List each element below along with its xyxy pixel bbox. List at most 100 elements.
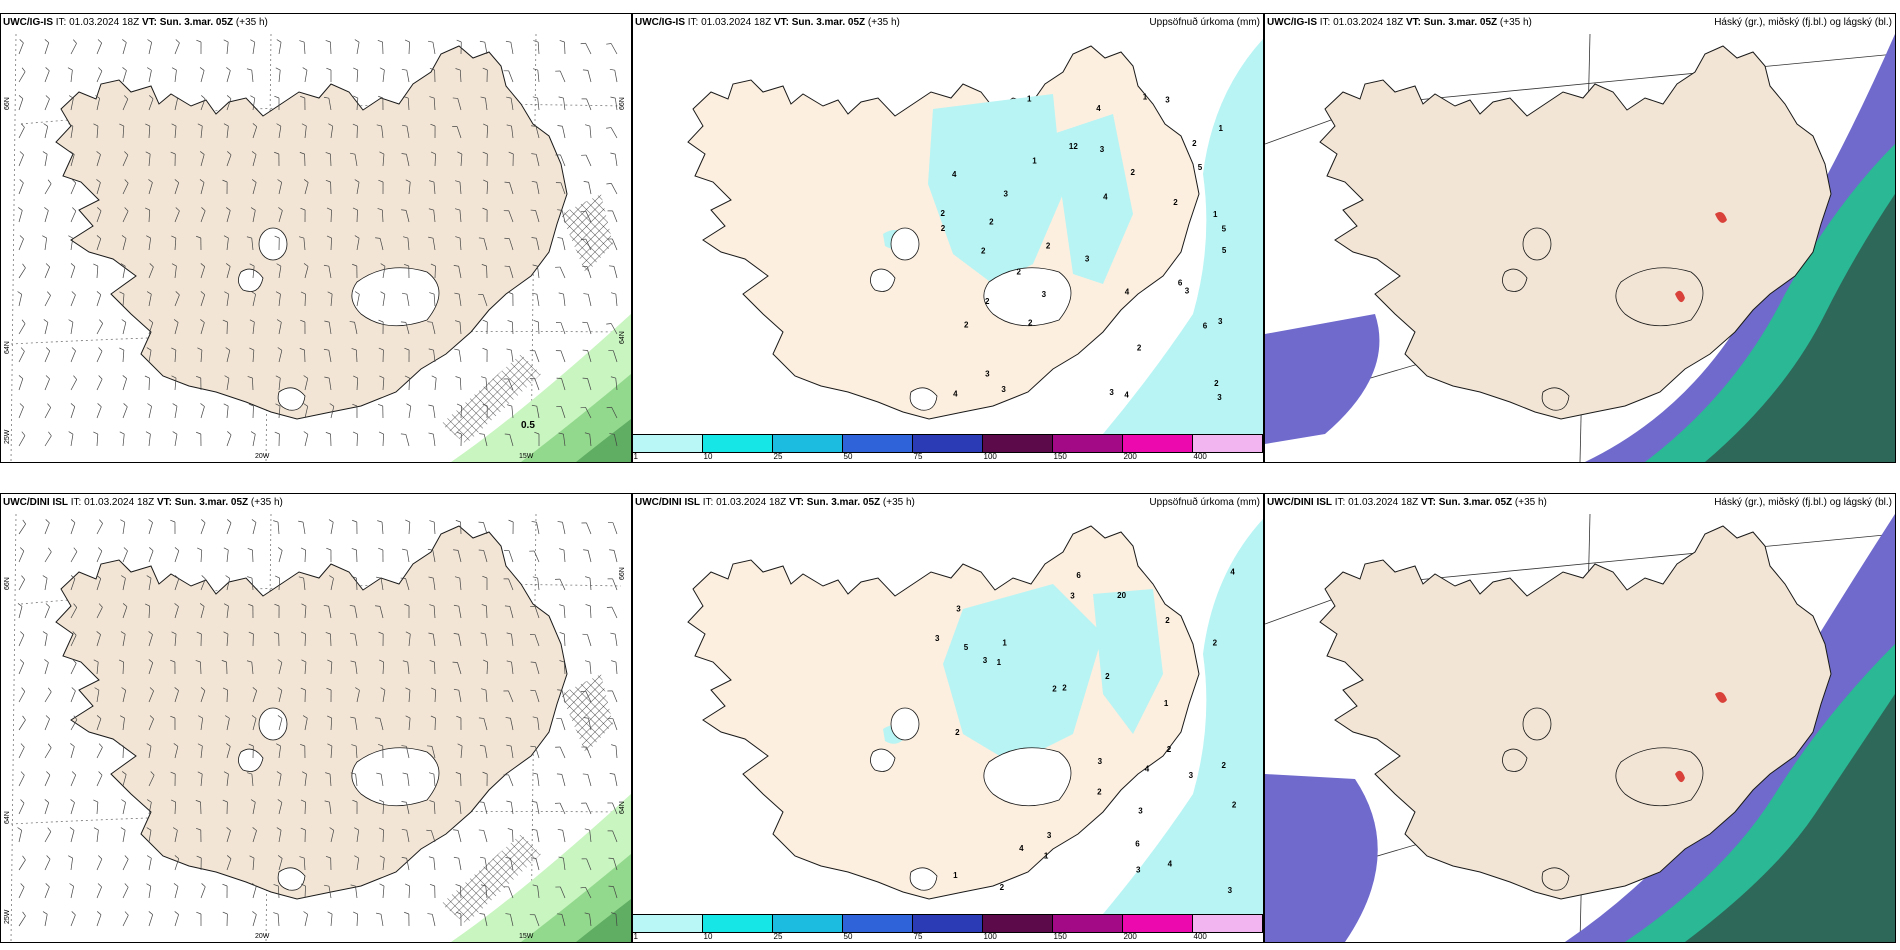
precip-value-label: 4 [1168, 859, 1173, 868]
wind-barb-feather [246, 68, 252, 71]
wind-barb [277, 914, 280, 927]
precip-value-label: 2 [964, 320, 969, 329]
wind-barb [460, 746, 463, 759]
wind-barb-feather [402, 772, 408, 775]
wind-barb [122, 98, 129, 111]
wind-barb-feather [147, 67, 152, 71]
wind-barb [382, 690, 386, 703]
wind-barb [408, 522, 411, 535]
wind-barb [278, 662, 283, 675]
wind-barb [559, 578, 566, 591]
wind-barb-feather [277, 347, 283, 351]
wind-barb [148, 154, 151, 167]
wind-barb-feather [146, 291, 152, 295]
wind-barb-feather [123, 403, 128, 408]
wind-barb [587, 550, 592, 563]
colorbar-swatch [1193, 915, 1263, 932]
wind-barb [174, 550, 180, 563]
wind-barb [562, 238, 566, 251]
precip-value-label: 6 [1076, 571, 1081, 580]
wind-barb [535, 210, 540, 223]
iceland-land [55, 525, 568, 900]
wind-barb [560, 406, 566, 419]
wind-barb-feather [403, 236, 409, 239]
precip-colorbar: 1 10 25 50 75 100 150 200 400 [633, 434, 1263, 462]
wind-barb-feather [377, 743, 383, 747]
wind-barb [251, 662, 254, 675]
wind-barb [585, 211, 592, 223]
glacier-outline [1615, 267, 1704, 327]
wind-barb [485, 886, 488, 899]
wind-barb-feather [350, 660, 356, 663]
wind-barb-feather [453, 604, 459, 607]
red-cloud-spot [1715, 692, 1727, 703]
wind-barb-feather [122, 375, 127, 379]
wind-barb-feather [174, 575, 180, 579]
wind-barb-feather [350, 772, 356, 775]
wind-barb [44, 551, 52, 563]
precip-panel-igis: 1 1 2 5 2 3 3 1 6 2 3 3 2 2 2 3 2 2 1 12 2 3 3 2 4 3 4 2 3 1 3 3 2 4 2 2 5 4 5… [632, 13, 1264, 463]
wind-barb-feather [72, 207, 77, 212]
wind-barb-feather [96, 715, 102, 719]
wind-barb-feather [200, 687, 206, 691]
wind-barb [382, 266, 386, 279]
wind-barb-feather [200, 403, 205, 407]
precip-value-label: 4 [1145, 764, 1150, 773]
wind-barb-feather [72, 631, 77, 636]
wind-barb [611, 606, 618, 619]
wind-barb-feather [277, 179, 282, 183]
wind-barb-feather [226, 743, 231, 747]
wind-barb-feather [506, 800, 512, 803]
wind-barb-feather [97, 883, 102, 888]
colorbar-label: 100 [983, 932, 997, 941]
wind-barb [406, 154, 410, 167]
wind-barb [610, 323, 618, 335]
wind-barb-feather [274, 603, 280, 607]
wind-barb-feather [119, 123, 124, 127]
wind-barb-feather [580, 406, 586, 409]
wind-barb [561, 210, 566, 223]
wind-barb [18, 523, 26, 535]
wind-barb-feather [327, 911, 333, 915]
wind-barb-feather [532, 884, 538, 887]
wind-barb-feather [72, 659, 77, 664]
wind-barb-feather [68, 855, 73, 859]
wind-barb-feather [96, 151, 101, 155]
wind-barb [537, 70, 540, 83]
wind-barb-feather [44, 799, 49, 803]
wind-barb [379, 238, 384, 251]
lon-label-20w: 20W [255, 933, 270, 940]
wind-barb [96, 802, 99, 815]
precip-value-label: 3 [1228, 886, 1233, 895]
wind-barb-feather [93, 123, 99, 127]
wind-barb-feather [303, 403, 308, 407]
wind-barb [510, 98, 514, 111]
wind-barb-feather [430, 263, 436, 267]
wind-barb [226, 350, 231, 363]
wind-barb-feather [403, 96, 409, 99]
graticule-line [10, 513, 17, 942]
wind-barb [354, 606, 358, 619]
wind-barb [588, 718, 592, 731]
wind-barb [379, 718, 384, 731]
wind-barb-feather [558, 432, 564, 435]
wind-barb [122, 578, 126, 591]
wind-barb [96, 634, 101, 647]
wind-barb [511, 406, 514, 419]
wind-barb-feather [303, 263, 309, 267]
wind-barb [456, 126, 462, 139]
wind-barb-feather [401, 857, 407, 859]
wind-barb [589, 830, 592, 843]
wind-barb [381, 522, 384, 535]
precip-value-label: 2 [1017, 267, 1022, 276]
wind-barb-feather [98, 855, 103, 860]
wind-barb-feather [582, 773, 588, 775]
wind-barb [511, 350, 514, 363]
wind-barb-feather [401, 828, 407, 831]
wind-barb-feather [453, 549, 459, 551]
wind-barb-feather [456, 715, 462, 719]
wind-barb [406, 70, 410, 83]
precip-value-label: 3 [1085, 255, 1090, 264]
wind-barb [148, 377, 150, 391]
